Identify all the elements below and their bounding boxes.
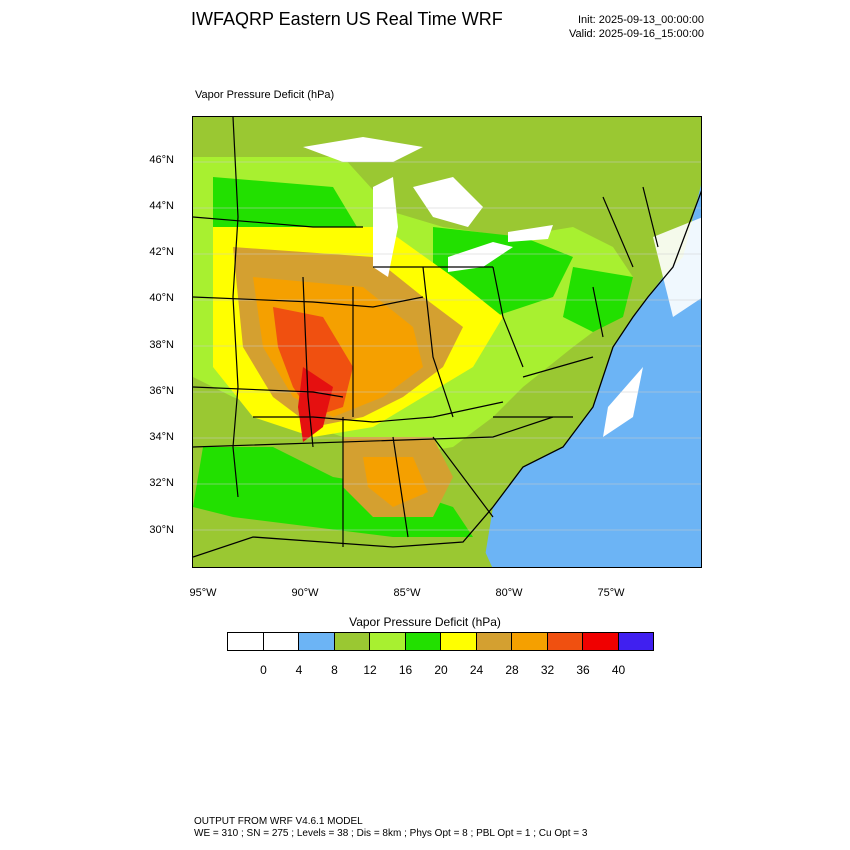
legend-swatch [333,632,370,651]
legend-swatch [369,632,406,651]
legend-swatch [404,632,441,651]
lon-label: 90°W [291,587,319,599]
lat-label: 34°N [149,431,174,443]
lat-label: 42°N [149,246,174,258]
lat-label: 32°N [149,477,174,489]
legend-swatch [546,632,583,651]
legend-tick-label: 36 [576,663,590,677]
vpd-red-orange [273,307,353,417]
legend-swatch [440,632,477,651]
vpd-red [298,367,333,442]
state-boundaries [193,117,659,547]
init-time: Init: 2025-09-13_00:00:00 [578,14,704,26]
legend-tick-label: 12 [363,663,377,677]
lake-ontario [508,225,553,242]
lon-label: 95°W [189,587,217,599]
valid-time: Valid: 2025-09-16_15:00:00 [569,28,704,40]
ocean-white-patch-2 [603,367,643,437]
lake-superior [303,137,423,162]
lat-label: 38°N [149,339,174,351]
legend-title: Vapor Pressure Deficit (hPa) [349,615,501,629]
legend-swatch [511,632,548,651]
lat-label: 46°N [149,154,174,166]
legend-tick-label: 40 [611,663,626,677]
lat-label: 30°N [149,524,174,536]
legend-swatch [475,632,512,651]
footer-model: OUTPUT FROM WRF V4.6.1 MODEL [194,816,363,827]
legend-tick-label: 0 [260,663,267,677]
legend-tick-label: 28 [505,663,519,677]
legend-swatch [617,632,654,651]
lon-label: 80°W [495,587,523,599]
legend-tick-label: 16 [398,663,413,677]
vpd-orange-south [363,457,428,507]
legend-tick-label: 32 [540,663,555,677]
lake-huron [413,177,483,227]
legend-swatch [582,632,619,651]
color-legend [227,632,654,651]
vpd-map [192,116,702,568]
footer-params: WE = 310 ; SN = 275 ; Levels = 38 ; Dis … [194,828,588,839]
lake-michigan [373,177,398,277]
field-label: Vapor Pressure Deficit (hPa) [195,89,335,101]
lake-erie [448,242,513,272]
atlantic-ocean [483,185,701,567]
coastline [193,190,701,558]
lat-label: 44°N [149,200,174,212]
lon-label: 75°W [597,587,625,599]
legend-tick-label: 8 [331,663,338,677]
ocean-white-patch [653,217,701,317]
legend-swatch [262,632,299,651]
lat-label: 40°N [149,292,174,304]
gulf-of-mexico [193,537,493,567]
legend-tick-label: 20 [434,663,448,677]
legend-tick-label: 24 [469,663,484,677]
map-canvas [193,117,701,567]
lon-label: 85°W [393,587,421,599]
lat-label: 36°N [149,385,174,397]
legend-swatch [227,632,264,651]
plot-title: IWFAQRP Eastern US Real Time WRF [191,9,503,29]
land-green-ne [563,267,633,332]
legend-swatch [298,632,335,651]
legend-tick-label: 4 [295,663,303,677]
